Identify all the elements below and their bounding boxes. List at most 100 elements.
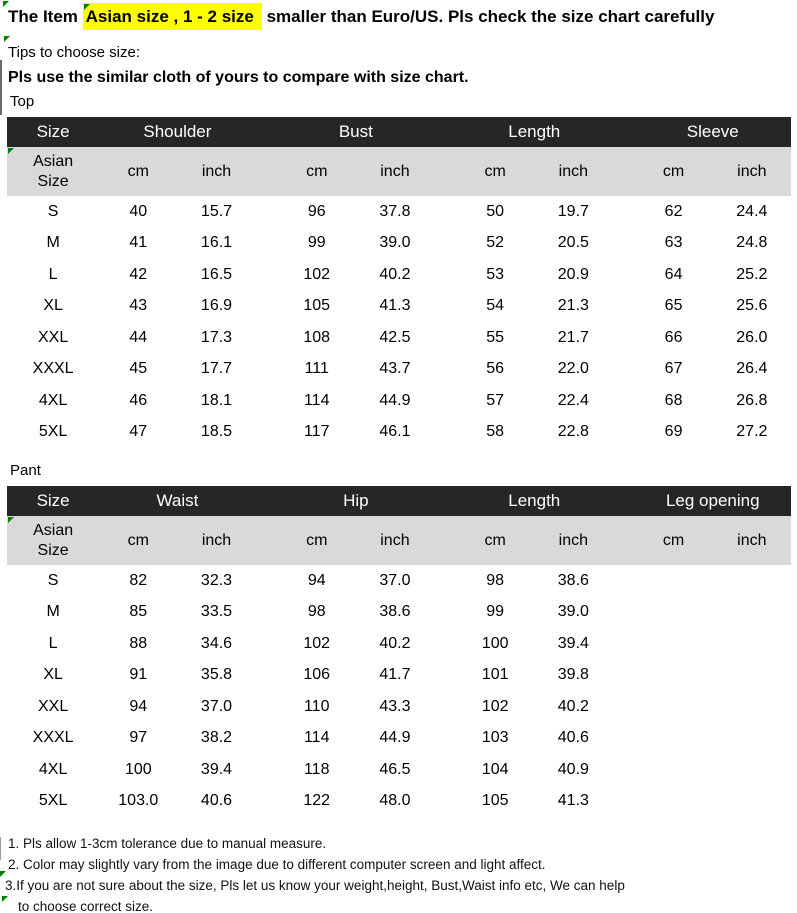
value-cell: 108 bbox=[303, 328, 331, 346]
banner-suffix: smaller than Euro/US. Pls check the size… bbox=[266, 7, 715, 26]
table-row: 4XL 46 18.1 114 44.9 57 22.4 68 26.8 bbox=[7, 385, 791, 417]
value-cell: 15.7 bbox=[200, 202, 233, 220]
header-spacer-cell bbox=[434, 117, 457, 147]
spacer-cell bbox=[256, 723, 278, 755]
asian-size-label: Asian Size bbox=[33, 521, 74, 559]
spacer-cell bbox=[612, 322, 634, 354]
value-cell: 68 bbox=[664, 391, 683, 409]
value-cell: 96 bbox=[307, 202, 326, 220]
notes: 1. Pls allow 1-3cm tolerance due to manu… bbox=[0, 833, 797, 913]
value-cell: 52 bbox=[486, 234, 505, 252]
size-cell: L bbox=[48, 634, 58, 652]
unit-cell: cm bbox=[277, 516, 356, 565]
value-cell: 62 bbox=[664, 202, 683, 220]
col-header-leg-opening: Leg opening bbox=[634, 486, 791, 516]
spacer-cell bbox=[256, 354, 278, 386]
table-row: M 85 33.5 98 38.6 99 39.0 bbox=[7, 597, 791, 629]
value-cell: 40.2 bbox=[379, 265, 411, 283]
header-spacer-cell bbox=[612, 117, 635, 147]
value-cell: 100 bbox=[481, 634, 509, 652]
spacer-cell bbox=[434, 196, 456, 228]
value-cell: 85 bbox=[129, 603, 148, 621]
col-header-shoulder: Shoulder bbox=[99, 117, 256, 147]
value-cell bbox=[713, 565, 791, 597]
value-cell: 56 bbox=[486, 360, 505, 378]
size-cell: XXXL bbox=[32, 360, 74, 378]
value-cell: 25.2 bbox=[736, 265, 768, 283]
table-row: XXL 94 37.0 110 43.3 102 40.2 bbox=[7, 691, 791, 723]
value-cell: 44.9 bbox=[379, 391, 411, 409]
value-cell: 20.5 bbox=[557, 234, 589, 252]
spacer-cell bbox=[612, 196, 634, 228]
unit-cell: cm bbox=[634, 516, 713, 565]
value-cell: 21.3 bbox=[557, 297, 589, 315]
spacer-cell bbox=[256, 291, 278, 323]
value-cell: 65 bbox=[664, 297, 683, 315]
size-cell: XXL bbox=[37, 697, 69, 715]
note-line: 2. Color may slightly vary from the imag… bbox=[8, 857, 546, 872]
value-cell: 27.2 bbox=[736, 423, 768, 441]
value-cell: 64 bbox=[664, 265, 683, 283]
value-cell: 22.4 bbox=[557, 391, 589, 409]
unit-cell: cm bbox=[456, 147, 535, 196]
col-header-sleeve: Sleeve bbox=[634, 117, 791, 147]
value-cell bbox=[713, 754, 791, 786]
value-cell: 41.3 bbox=[379, 297, 411, 315]
value-cell: 43 bbox=[129, 297, 148, 315]
value-cell: 46.1 bbox=[379, 423, 411, 441]
value-cell: 24.8 bbox=[736, 234, 768, 252]
spacer-cell bbox=[612, 786, 634, 818]
window-edge-artifact bbox=[0, 60, 2, 115]
spacer-cell bbox=[434, 291, 456, 323]
spacer-cell bbox=[434, 354, 456, 386]
value-cell: 105 bbox=[303, 297, 331, 315]
unit-cell: inch bbox=[534, 147, 613, 196]
cell-marker-icon bbox=[8, 148, 14, 154]
size-cell: M bbox=[46, 603, 60, 621]
header-spacer-cell bbox=[434, 486, 457, 516]
spacer-cell bbox=[256, 691, 278, 723]
value-cell: 114 bbox=[303, 391, 330, 409]
asian-size-header: Asian Size bbox=[7, 147, 100, 196]
table-row: XL 43 16.9 105 41.3 54 21.3 65 25.6 bbox=[7, 291, 791, 323]
value-cell: 39.0 bbox=[379, 234, 411, 252]
table-row: 5XL 47 18.5 117 46.1 58 22.8 69 27.2 bbox=[7, 417, 791, 449]
value-cell bbox=[713, 786, 791, 818]
unit-cell: cm bbox=[277, 147, 356, 196]
value-cell: 19.7 bbox=[557, 202, 589, 220]
asian-size-header: Asian Size bbox=[7, 516, 100, 565]
cell-marker-icon bbox=[2, 896, 8, 902]
spacer-cell bbox=[434, 628, 456, 660]
size-cell: 4XL bbox=[38, 760, 68, 778]
value-cell: 67 bbox=[664, 360, 683, 378]
unit-cell: inch bbox=[534, 516, 613, 565]
value-cell: 88 bbox=[129, 634, 148, 652]
value-cell: 104 bbox=[481, 760, 509, 778]
value-cell: 38.2 bbox=[200, 729, 233, 747]
unit-cell: inch bbox=[355, 516, 435, 565]
value-cell bbox=[635, 660, 713, 692]
value-cell: 32.3 bbox=[200, 571, 233, 589]
value-cell bbox=[635, 754, 713, 786]
col-header-bust: Bust bbox=[277, 117, 435, 147]
col-header-size: Size bbox=[7, 117, 100, 147]
value-cell: 41.3 bbox=[557, 792, 589, 810]
value-cell: 69 bbox=[664, 423, 683, 441]
group-header-row: Size Shoulder Bust Length Sleeve bbox=[7, 117, 791, 147]
window-edge-artifact bbox=[0, 837, 1, 860]
value-cell: 40.2 bbox=[557, 697, 589, 715]
value-cell: 26.0 bbox=[736, 328, 768, 346]
value-cell: 118 bbox=[303, 760, 330, 778]
col-header-hip: Hip bbox=[277, 486, 435, 516]
table-row: XL 91 35.8 106 41.7 101 39.8 bbox=[7, 660, 791, 692]
tips-heading: Tips to choose size: bbox=[8, 44, 141, 61]
value-cell bbox=[635, 597, 713, 629]
value-cell: 24.4 bbox=[736, 202, 768, 220]
value-cell: 41 bbox=[129, 234, 148, 252]
spacer-cell bbox=[612, 228, 634, 260]
spacer-cell bbox=[256, 786, 278, 818]
unit-cell: inch bbox=[355, 147, 435, 196]
value-cell: 103 bbox=[481, 729, 509, 747]
spacer-cell bbox=[612, 291, 634, 323]
value-cell: 114 bbox=[303, 729, 330, 747]
